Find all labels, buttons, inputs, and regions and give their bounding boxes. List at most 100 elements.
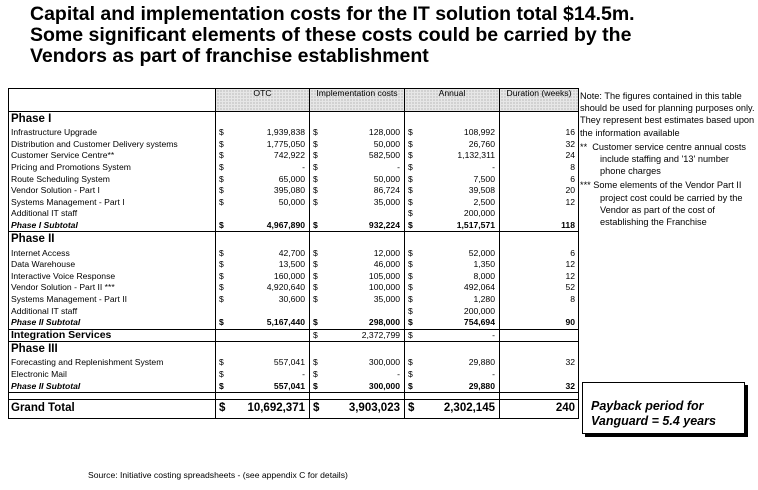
empty-cell — [499, 231, 579, 248]
money-cell: $ - — [404, 329, 500, 343]
money-cell: $105,000 — [309, 270, 405, 283]
section-header-row: Phase III — [8, 341, 579, 358]
currency-symbol: $ — [408, 305, 413, 316]
slide-title: Capital and implementation costs for the… — [30, 4, 745, 67]
money-cell: $492,064 — [404, 282, 500, 294]
money-value: 8,000 — [473, 270, 495, 281]
title-line-1: Capital and implementation costs for the… — [30, 3, 635, 25]
money-cell: $7,500 — [404, 173, 500, 185]
currency-symbol: $ — [313, 380, 318, 391]
money-value: 65,000 — [278, 173, 305, 184]
row-label: Vendor Solution - Part II *** — [8, 282, 216, 294]
currency-symbol: $ — [408, 185, 413, 196]
header-blank — [8, 88, 216, 112]
duration-cell: 12 — [499, 258, 579, 271]
row-label: Additional IT staff — [8, 208, 216, 220]
currency-symbol: $ — [219, 185, 224, 196]
currency-symbol: $ — [219, 138, 224, 149]
money-value: - — [302, 368, 305, 379]
duration-cell: 24 — [499, 150, 579, 162]
money-value: 46,000 — [373, 259, 400, 270]
empty-cell — [499, 392, 579, 400]
source-note: Source: Initiative costing spreadsheets … — [88, 470, 348, 480]
currency-symbol: $ — [408, 357, 413, 368]
money-value: - — [302, 162, 305, 173]
money-value: 1,939,838 — [266, 127, 305, 138]
header-annual: Annual — [404, 88, 500, 112]
money-cell: $46,000 — [309, 258, 405, 271]
money-value: 39,508 — [468, 185, 495, 196]
duration-cell: 90 — [499, 316, 579, 330]
currency-symbol: $ — [219, 282, 224, 293]
money-cell: $3,903,023 — [309, 398, 405, 419]
money-cell — [309, 208, 405, 220]
money-value: 10,692,371 — [247, 402, 305, 415]
currency-symbol: $ — [313, 329, 318, 340]
empty-cell — [404, 111, 500, 127]
money-value: 29,880 — [468, 357, 495, 368]
money-value: 742,922 — [273, 150, 305, 161]
money-value: 557,041 — [273, 380, 305, 391]
section-header-row: Phase II — [8, 231, 579, 248]
currency-symbol: $ — [219, 402, 226, 415]
header-otc: OTC — [215, 88, 310, 112]
duration-cell: 12 — [499, 270, 579, 283]
row-label: Systems Management - Part I — [8, 196, 216, 209]
currency-symbol: $ — [408, 329, 413, 340]
subtotal-row: Phase II Subtotal $5,167,440 $298,000 $754,… — [8, 316, 579, 330]
title-line-3: Vendors as part of franchise establishme… — [30, 45, 429, 67]
empty-cell — [215, 111, 310, 127]
table-row: Forecasting and Replenishment System $557… — [8, 357, 579, 369]
money-cell: $1,939,838 — [215, 127, 310, 139]
currency-symbol: $ — [313, 282, 318, 293]
money-cell: $300,000 — [309, 380, 405, 393]
money-cell: $1,350 — [404, 258, 500, 271]
money-value: 86,724 — [373, 185, 400, 196]
duration-cell: 32 — [499, 380, 579, 393]
row-label: Data Warehouse — [8, 258, 216, 271]
currency-symbol: $ — [313, 150, 318, 161]
money-value: 35,000 — [373, 294, 400, 305]
money-value: 5,167,440 — [266, 317, 305, 328]
duration-cell: 6 — [499, 247, 579, 259]
currency-symbol: $ — [408, 150, 413, 161]
money-value: 29,880 — [468, 380, 495, 391]
row-label: Interactive Voice Response — [8, 270, 216, 283]
subtotal-row: Phase II Subtotal $557,041 $300,000 $29,880… — [8, 380, 579, 393]
duration-cell: 118 — [499, 219, 579, 233]
table-row: Infrastructure Upgrade $1,939,838 $128,000… — [8, 127, 579, 139]
money-value: 932,224 — [368, 220, 400, 231]
currency-symbol: $ — [313, 270, 318, 281]
money-cell: $754,694 — [404, 316, 500, 330]
money-cell: $1,132,311 — [404, 150, 500, 162]
money-value: 4,967,890 — [266, 220, 305, 231]
duration-cell — [499, 305, 579, 317]
money-cell: $2,302,145 — [404, 398, 500, 419]
currency-symbol: $ — [408, 220, 413, 231]
money-cell: $52,000 — [404, 247, 500, 259]
duration-cell — [499, 329, 579, 343]
money-cell: $557,041 — [215, 357, 310, 369]
money-value: - — [492, 162, 495, 173]
money-cell: $29,880 — [404, 380, 500, 393]
currency-symbol: $ — [219, 247, 224, 258]
currency-symbol: $ — [408, 259, 413, 270]
row-label: Infrastructure Upgrade — [8, 127, 216, 139]
note-marker-3: *** — [580, 180, 591, 191]
money-cell: $298,000 — [309, 316, 405, 330]
duration-cell: 240 — [499, 398, 579, 419]
note-vendor-part2: *** Some elements of the Vendor Part II … — [580, 179, 755, 228]
currency-symbol: $ — [313, 294, 318, 305]
currency-symbol: $ — [408, 196, 413, 207]
title-line-2: Some significant elements of these costs… — [30, 24, 632, 46]
table-row: Systems Management - Part I $50,000 $35,00… — [8, 196, 579, 209]
money-cell: $108,992 — [404, 127, 500, 139]
currency-symbol: $ — [313, 247, 318, 258]
money-value: 4,920,640 — [266, 282, 305, 293]
empty-cell — [215, 392, 310, 400]
money-cell: $86,724 — [309, 184, 405, 197]
table-row: Distribution and Customer Delivery syste… — [8, 138, 579, 151]
currency-symbol: $ — [408, 294, 413, 305]
money-value: 42,700 — [278, 247, 305, 258]
money-value: 108,992 — [463, 127, 495, 138]
